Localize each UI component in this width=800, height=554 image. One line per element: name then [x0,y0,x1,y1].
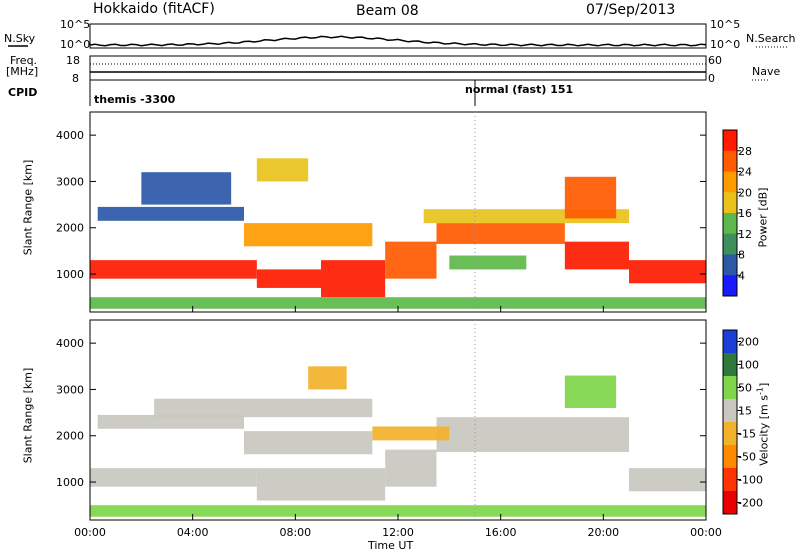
freq-tick-top: 18 [66,54,80,67]
power-band-13 [256,158,309,182]
nave-tick-top: 60 [708,54,722,67]
power-colorbar-segment [723,254,737,276]
velocity-y-tick-label: 4000 [56,337,84,350]
velocity-colorbar-segment [723,468,737,492]
velocity-band-6 [154,398,373,418]
power-band-8 [141,172,232,205]
power-band-11 [564,176,617,219]
x-axis-title: Time UT [368,539,414,552]
power-y-tick-label: 2000 [56,222,84,235]
power-colorbar-segment [723,171,737,193]
cpid-segment-normal: normal (fast) 151 [465,83,574,96]
nsearch-label: N.Search [746,32,796,45]
velocity-colorbar-segment [723,422,737,446]
power-colorbar-tick-label: 8 [738,249,745,262]
x-tick-label: 04:00 [177,526,209,539]
power-band-0 [90,260,257,279]
velocity-band-1 [256,468,386,501]
velocity-band-0 [90,468,257,487]
velocity-band-9 [564,375,617,408]
x-tick-label: 20:00 [587,526,619,539]
nsky-tick-bottom: 10^0 [60,38,91,51]
freq-unit: [MHz] [6,65,39,78]
power-colorbar-tick-label: 24 [738,166,752,179]
velocity-colorbar-tick-label: -100 [738,474,763,487]
nsky-trace [89,35,707,47]
velocity-colorbar-tick-label: -50 [738,451,756,464]
power-band-3 [385,241,437,279]
power-band-7 [97,206,244,221]
velocity-band-2 [385,449,437,487]
power-colorbar-segment [723,192,737,214]
nsky-label: N.Sky [4,32,36,45]
velocity-colorbar-segment [723,330,737,354]
power-y-tick-label: 4000 [56,129,84,142]
velocity-band-11 [308,366,347,390]
power-band-6 [629,260,706,284]
velocity-band-5 [97,414,244,429]
power-colorbar-segment [723,150,737,172]
nsearch-tick-bottom: 10^0 [710,38,741,51]
x-tick-label: 00:00 [690,526,722,539]
freq-label: Freq. [10,54,38,67]
velocity-colorbar-tick-label: 200 [738,336,759,349]
nsearch-tick-top: 10^5 [710,18,741,31]
velocity-colorbar-segment [723,353,737,377]
velocity-colorbar-tick-label: -200 [738,497,763,510]
velocity-colorbar-frame [722,329,738,515]
power-band-4 [436,223,565,244]
power-band-9 [244,223,373,247]
power-colorbar-tick-label: 16 [738,207,752,220]
velocity-colorbar-tick-label: 15 [738,405,752,418]
power-colorbar-segment [723,275,737,297]
freq-panel-frame [89,55,707,81]
power-colorbar-tick-label: 20 [738,186,752,199]
x-tick-label: 00:00 [74,526,106,539]
velocity-y-tick-label: 2000 [56,430,84,443]
power-band-1 [256,269,321,288]
nave-label: Nave [752,65,781,78]
velocity-colorbar-tick-label: -15 [738,428,756,441]
date-label: 07/Sep/2013 [586,2,676,18]
power-y-tick-label: 3000 [56,175,84,188]
velocity-y-tick-label: 3000 [56,383,84,396]
power-y-tick-label: 1000 [56,268,84,281]
freq-tick-bottom: 8 [72,72,79,85]
power-colorbar-segment [723,130,737,152]
power-colorbar-tick-label: 12 [738,228,752,241]
power-band-2 [321,260,386,298]
velocity-band-8 [90,505,706,517]
power-colorbar-segment [723,213,737,235]
velocity-colorbar-segment [723,376,737,400]
velocity-band-3 [436,417,629,452]
power-colorbar-tick-label: 28 [738,145,752,158]
velocity-colorbar-segment [723,445,737,469]
x-tick-label: 08:00 [279,526,311,539]
velocity-colorbar-tick-label: 50 [738,382,752,395]
radar-title: Hokkaido (fitACF) [93,1,215,17]
velocity-band-7 [244,431,373,455]
nsky-panel-frame [89,23,707,49]
power-colorbar-tick-label: 4 [738,269,745,282]
x-tick-label: 12:00 [382,526,414,539]
beam-label: Beam 08 [356,3,419,19]
velocity-colorbar-segment [723,491,737,515]
velocity-band-4 [629,468,706,492]
nave-tick-bottom: 0 [708,72,715,85]
power-colorbar-segment [723,233,737,255]
nsky-tick-top: 10^5 [60,18,91,31]
x-tick-label: 16:00 [485,526,517,539]
power-band-5 [564,241,629,270]
power-band-14 [449,255,527,270]
power-band-12 [90,297,706,309]
velocity-band-10 [372,426,450,441]
cpid-label: CPID [8,86,38,99]
cpid-segment-themis: themis -3300 [94,93,176,106]
velocity-y-tick-label: 1000 [56,476,84,489]
velocity-colorbar-segment [723,399,737,423]
velocity-colorbar-tick-label: 100 [738,359,759,372]
